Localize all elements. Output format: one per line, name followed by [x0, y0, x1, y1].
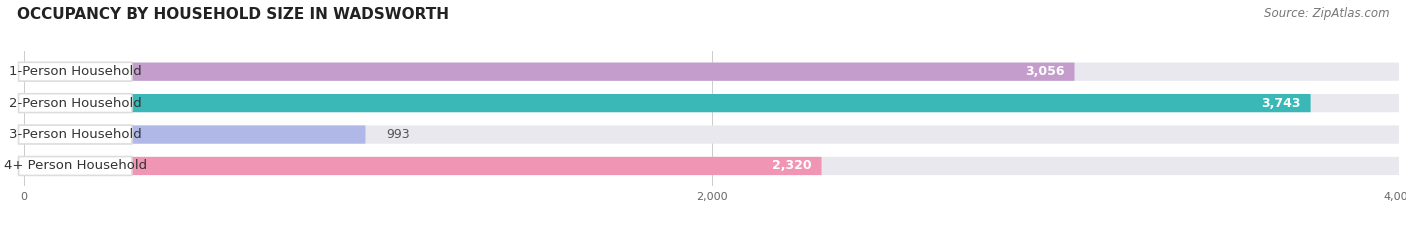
- Text: 993: 993: [387, 128, 409, 141]
- Text: 1-Person Household: 1-Person Household: [8, 65, 142, 78]
- Text: 4+ Person Household: 4+ Person Household: [4, 159, 146, 172]
- Text: 3,743: 3,743: [1261, 97, 1301, 110]
- Text: 2-Person Household: 2-Person Household: [8, 97, 142, 110]
- FancyBboxPatch shape: [24, 94, 1399, 112]
- Text: 3-Person Household: 3-Person Household: [8, 128, 142, 141]
- FancyBboxPatch shape: [18, 62, 132, 81]
- Text: OCCUPANCY BY HOUSEHOLD SIZE IN WADSWORTH: OCCUPANCY BY HOUSEHOLD SIZE IN WADSWORTH: [17, 7, 449, 22]
- FancyBboxPatch shape: [24, 63, 1399, 81]
- FancyBboxPatch shape: [24, 125, 366, 144]
- FancyBboxPatch shape: [24, 63, 1074, 81]
- Text: 2,320: 2,320: [772, 159, 811, 172]
- FancyBboxPatch shape: [24, 157, 1399, 175]
- FancyBboxPatch shape: [18, 125, 132, 144]
- FancyBboxPatch shape: [18, 94, 132, 113]
- FancyBboxPatch shape: [24, 94, 1310, 112]
- FancyBboxPatch shape: [24, 125, 1399, 144]
- FancyBboxPatch shape: [24, 157, 821, 175]
- FancyBboxPatch shape: [18, 157, 132, 175]
- Text: Source: ZipAtlas.com: Source: ZipAtlas.com: [1264, 7, 1389, 20]
- Text: 3,056: 3,056: [1025, 65, 1064, 78]
